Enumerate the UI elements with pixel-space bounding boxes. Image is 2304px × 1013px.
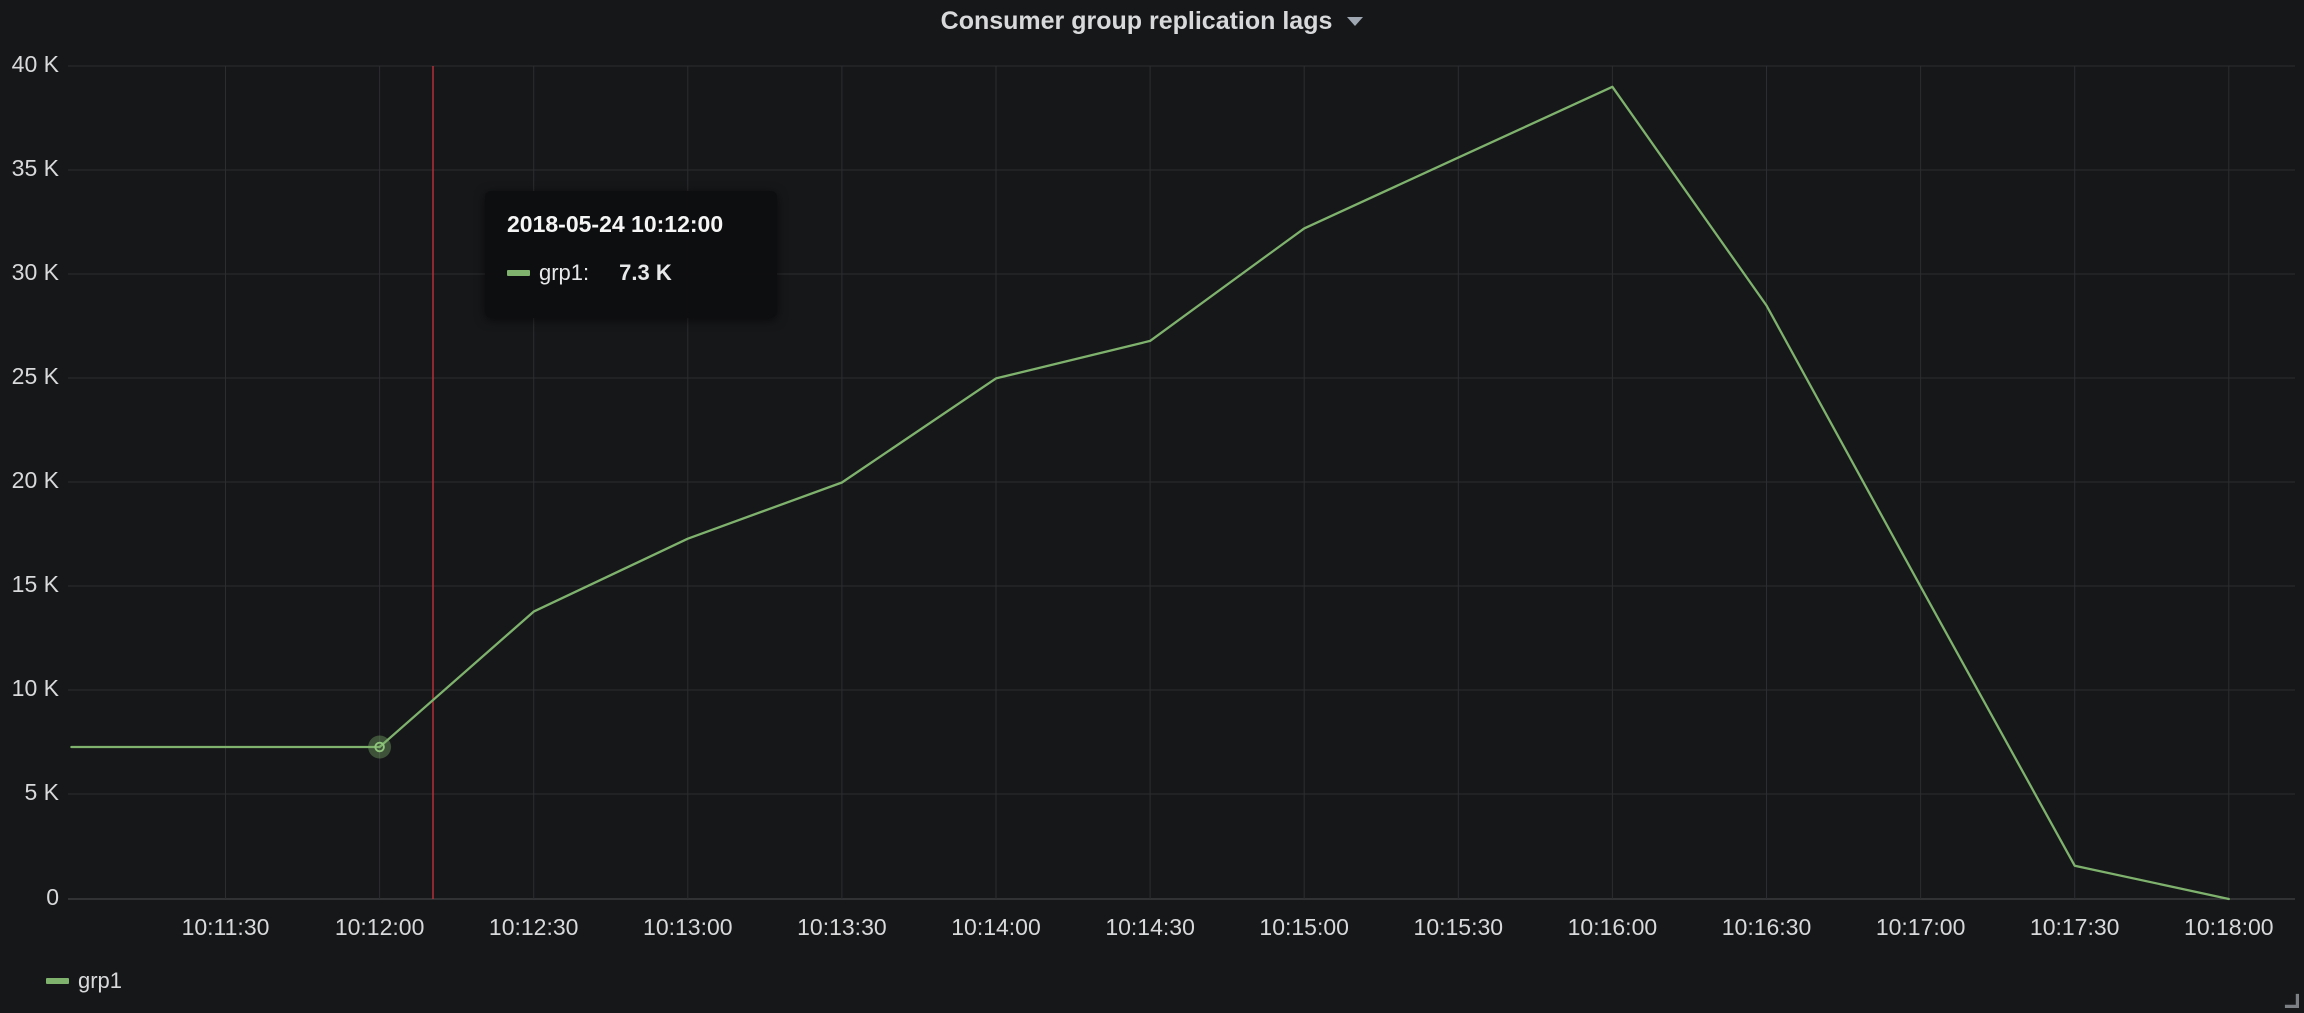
svg-text:5 K: 5 K: [24, 779, 59, 805]
svg-text:10:12:00: 10:12:00: [335, 914, 425, 940]
svg-text:10:16:00: 10:16:00: [1568, 914, 1658, 940]
svg-text:10:13:30: 10:13:30: [797, 914, 887, 940]
svg-text:0: 0: [46, 884, 59, 910]
svg-text:10:15:30: 10:15:30: [1414, 914, 1504, 940]
svg-text:10:16:30: 10:16:30: [1722, 914, 1812, 940]
svg-text:10:17:30: 10:17:30: [2030, 914, 2120, 940]
svg-text:20 K: 20 K: [12, 467, 60, 493]
svg-text:10:14:30: 10:14:30: [1105, 914, 1195, 940]
svg-text:10:13:00: 10:13:00: [643, 914, 733, 940]
svg-text:10:14:00: 10:14:00: [951, 914, 1041, 940]
svg-text:10:12:30: 10:12:30: [489, 914, 579, 940]
svg-text:40 K: 40 K: [12, 51, 60, 77]
svg-text:10:17:00: 10:17:00: [1876, 914, 1966, 940]
svg-text:10 K: 10 K: [12, 675, 60, 701]
svg-text:10:11:30: 10:11:30: [182, 914, 270, 940]
svg-text:10:15:00: 10:15:00: [1259, 914, 1349, 940]
svg-text:10:18:00: 10:18:00: [2184, 914, 2274, 940]
svg-text:15 K: 15 K: [12, 571, 60, 597]
svg-text:35 K: 35 K: [12, 155, 60, 181]
svg-text:25 K: 25 K: [12, 363, 60, 389]
svg-text:30 K: 30 K: [12, 259, 60, 285]
